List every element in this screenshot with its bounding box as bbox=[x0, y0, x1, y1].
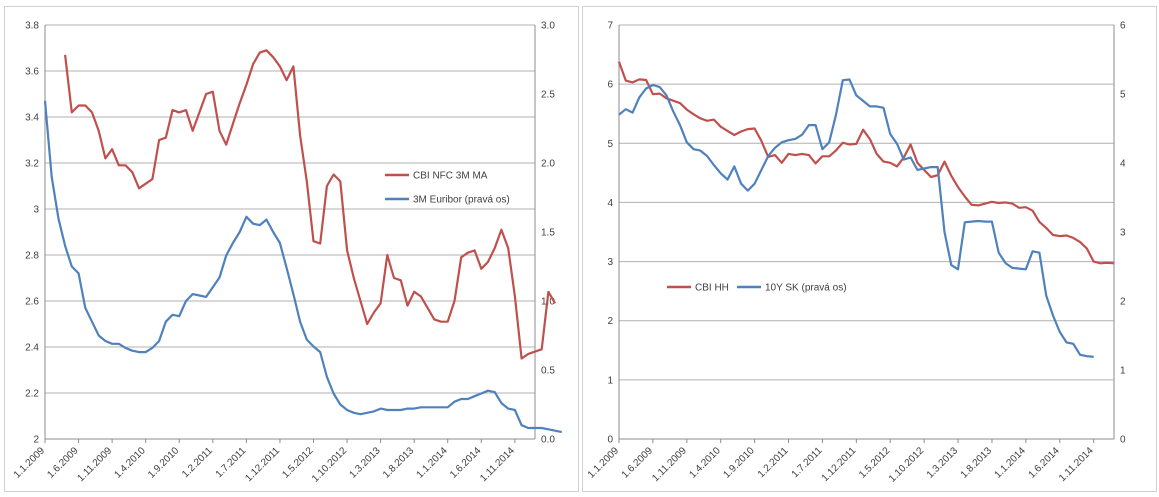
series-line-blue bbox=[618, 78, 1094, 358]
series-line-blue bbox=[43, 100, 563, 434]
y-right-tick-label: 2.5 bbox=[541, 90, 555, 101]
x-tick-label: 1.9.2010 bbox=[146, 445, 182, 481]
x-tick-label: 1.1.2009 bbox=[12, 445, 48, 481]
y-left-tick-label: 3.8 bbox=[25, 21, 39, 32]
y-left-tick-label: 5 bbox=[607, 139, 613, 150]
y-left-tick-label: 3.4 bbox=[25, 113, 39, 124]
chart-left-panel: 2 2.2 2.4 2.6 2.8 3 3.2 3.4 3.6 3.8 0.0 0.5 1.0 1.5 2.… bbox=[4, 6, 579, 492]
y-right-tick-label: 4 bbox=[1120, 159, 1126, 170]
y-right-tick-label: 5 bbox=[1120, 90, 1126, 101]
y-left-tick-label: 3.2 bbox=[25, 159, 39, 170]
y-left-tick-label: 2 bbox=[33, 435, 39, 446]
series-line-red bbox=[64, 49, 557, 360]
x-tick-label: 1.8.2013 bbox=[959, 445, 995, 481]
chart-left: 22.22.42.62.833.23.43.63.80.00.51.01.52.… bbox=[12, 21, 563, 485]
x-tick-label: 1.3.2013 bbox=[347, 445, 383, 481]
y-left-tick-label: 1 bbox=[607, 375, 613, 386]
y-left-tick-label: 7 bbox=[607, 21, 613, 32]
y-left-tick-label: 4 bbox=[607, 198, 613, 209]
legend-label: CBI HH bbox=[695, 283, 729, 294]
y-right-tick-label: 2 bbox=[1120, 297, 1126, 308]
y-right-tick-label: 2.0 bbox=[541, 159, 555, 170]
legend-label: 3M Euribor (pravá os) bbox=[413, 195, 510, 206]
y-left-tick-label: 2 bbox=[607, 316, 613, 327]
y-right-tick-label: 1.5 bbox=[541, 228, 555, 239]
y-right-tick-label: 3 bbox=[1120, 228, 1126, 239]
legend-label: 10Y SK (pravá os) bbox=[765, 283, 847, 294]
y-left-tick-label: 6 bbox=[607, 80, 613, 91]
y-right-tick-label: 1 bbox=[1120, 366, 1126, 377]
chart-right-panel: 0 1 2 3 4 5 6 7 0 1 2 3 4 5 6 1.1.2009 1.6.2009 1.11.2009… bbox=[582, 6, 1157, 492]
y-right-tick-label: 0.5 bbox=[541, 366, 555, 377]
x-tick-label: 1.10.2012 bbox=[310, 445, 350, 485]
y-left-tick-label: 2.2 bbox=[25, 389, 39, 400]
y-right-tick-label: 6 bbox=[1120, 21, 1126, 32]
x-tick-label: 1.10.2012 bbox=[887, 445, 927, 485]
series-line-red bbox=[617, 61, 1115, 265]
x-tick-label: 1.1.2014 bbox=[415, 445, 451, 481]
legend-label: CBI NFC 3M MA bbox=[413, 171, 488, 182]
y-right-tick-label: 0 bbox=[1120, 435, 1126, 446]
x-tick-label: 1.9.2010 bbox=[721, 445, 757, 481]
y-left-tick-label: 3 bbox=[33, 205, 39, 216]
x-tick-label: 1.12.2011 bbox=[243, 445, 282, 484]
y-left-tick-label: 3.6 bbox=[25, 67, 39, 78]
x-tick-label: 1.4.2010 bbox=[688, 445, 724, 481]
y-right-tick-label: 0.0 bbox=[541, 435, 555, 446]
x-tick-label: 1.1.2014 bbox=[993, 445, 1029, 481]
x-tick-label: 1.11.2014 bbox=[478, 445, 517, 484]
chart-right: 0123456701234561.1.20091.6.20091.11.2009… bbox=[586, 21, 1126, 485]
y-left-tick-label: 0 bbox=[607, 435, 613, 446]
x-tick-label: 1.11.2014 bbox=[1057, 445, 1096, 484]
x-tick-label: 1.7.2011 bbox=[790, 445, 825, 480]
x-tick-label: 1.1.2009 bbox=[586, 445, 622, 481]
y-left-tick-label: 2.8 bbox=[25, 251, 39, 262]
x-tick-label: 1.8.2013 bbox=[381, 445, 417, 481]
y-left-tick-label: 2.4 bbox=[25, 343, 39, 354]
x-tick-label: 1.3.2013 bbox=[925, 445, 961, 481]
y-right-tick-label: 3.0 bbox=[541, 21, 555, 32]
x-tick-label: 1.12.2011 bbox=[820, 445, 859, 484]
x-tick-label: 1.11.2009 bbox=[76, 445, 115, 484]
x-tick-label: 1.2.2011 bbox=[180, 445, 215, 480]
x-tick-label: 1.2.2011 bbox=[756, 445, 791, 480]
x-tick-label: 1.11.2009 bbox=[650, 445, 689, 484]
x-tick-label: 1.4.2010 bbox=[112, 445, 148, 481]
y-left-tick-label: 3 bbox=[607, 257, 613, 268]
y-left-tick-label: 2.6 bbox=[25, 297, 39, 308]
